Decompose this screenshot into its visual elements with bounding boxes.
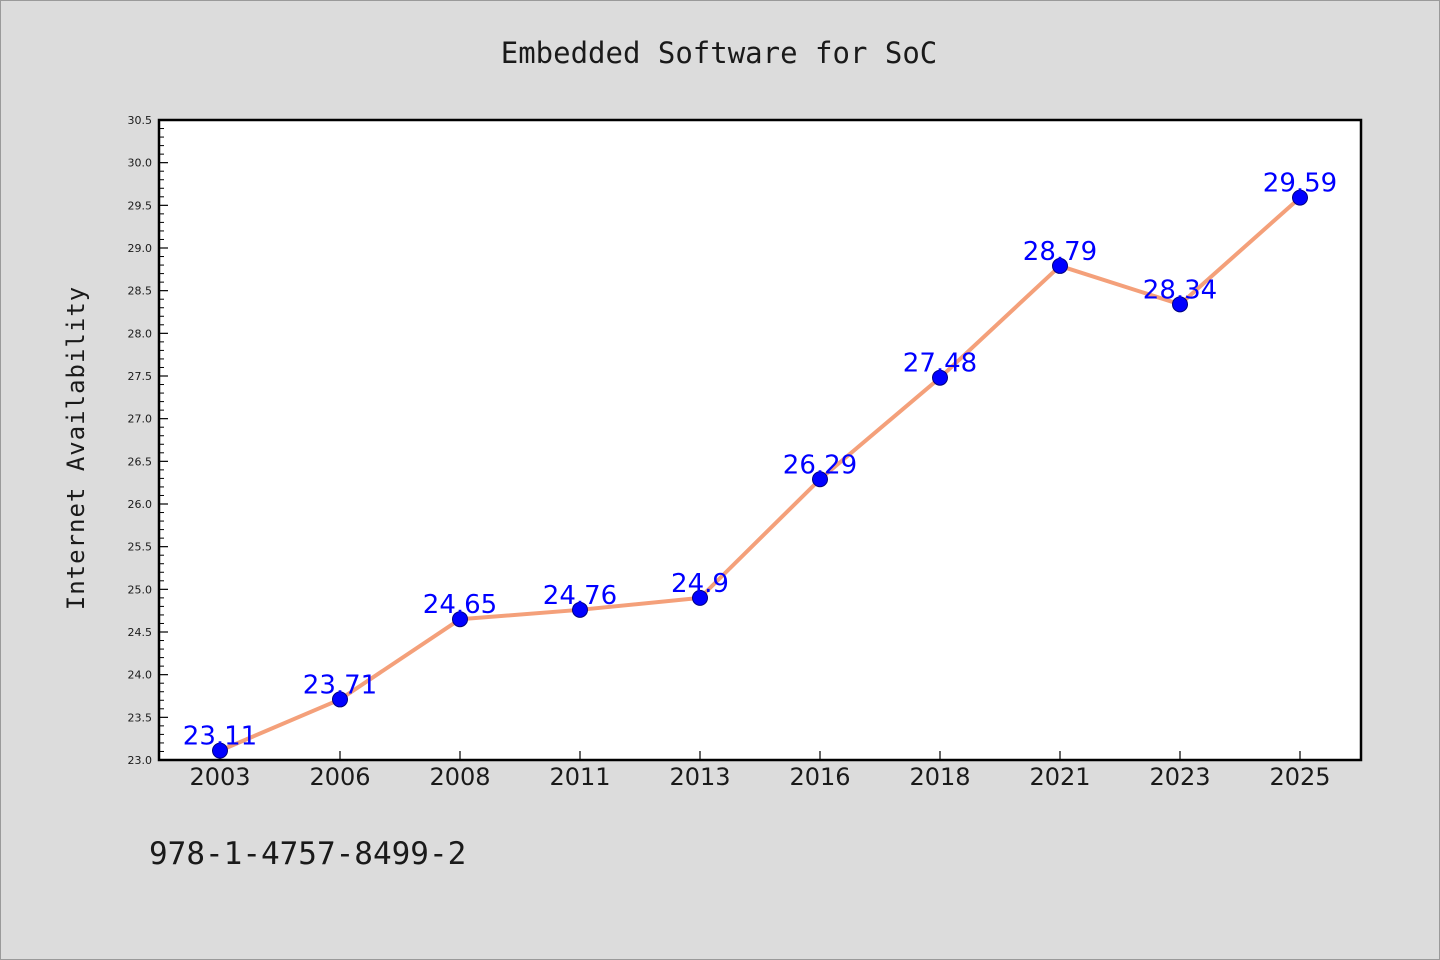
y-tick-label: 27.0 bbox=[128, 413, 153, 426]
plot-area bbox=[157, 118, 1363, 762]
data-label: 27.48 bbox=[903, 349, 977, 379]
data-point bbox=[452, 611, 468, 628]
data-label: 29.59 bbox=[1263, 169, 1337, 199]
data-point bbox=[1052, 257, 1068, 274]
chart-title: Embedded Software for SoC bbox=[501, 36, 938, 70]
data-point bbox=[692, 589, 708, 606]
y-tick-label: 29.0 bbox=[128, 242, 153, 255]
footer-code: 978-1-4757-8499-2 bbox=[149, 836, 466, 872]
x-tick-label: 2008 bbox=[429, 763, 490, 791]
data-label: 23.71 bbox=[303, 670, 377, 700]
data-labels: 23.11 23.71 24.65 24.76 24.9 26.29 27.48 28.79 2… bbox=[183, 169, 1337, 752]
data-label: 24.65 bbox=[423, 590, 497, 620]
x-tick-label: 2003 bbox=[189, 763, 250, 791]
data-point bbox=[812, 471, 828, 488]
y-tick-label: 26.0 bbox=[128, 498, 153, 511]
y-tick-label: 24.0 bbox=[128, 669, 153, 682]
y-tick-label: 25.0 bbox=[128, 583, 153, 596]
y-tick-label: 23.5 bbox=[128, 711, 153, 724]
data-label: 24.9 bbox=[671, 569, 729, 599]
y-tick-label: 26.5 bbox=[128, 455, 153, 468]
x-tick-label: 2011 bbox=[549, 763, 610, 791]
y-tick-label: 28.0 bbox=[128, 327, 153, 340]
x-tick-label: 2021 bbox=[1029, 763, 1090, 791]
data-point bbox=[1172, 296, 1188, 313]
data-label: 24.76 bbox=[543, 581, 617, 611]
x-tick-label: 2013 bbox=[669, 763, 730, 791]
x-tick-label: 2006 bbox=[309, 763, 370, 791]
x-axis-ticks: 2003 2006 2008 2011 2013 2016 2018 2021 2023 2025 bbox=[189, 751, 1331, 791]
data-point bbox=[332, 691, 348, 708]
data-point bbox=[1292, 189, 1308, 206]
data-label: 28.79 bbox=[1023, 237, 1097, 267]
data-point bbox=[932, 369, 948, 386]
x-tick-label: 2023 bbox=[1149, 763, 1210, 791]
y-tick-label: 28.5 bbox=[128, 285, 153, 298]
data-label: 28.34 bbox=[1143, 275, 1217, 305]
y-tick-label: 24.5 bbox=[128, 626, 153, 639]
x-tick-label: 2016 bbox=[789, 763, 850, 791]
x-tick-label: 2018 bbox=[909, 763, 970, 791]
y-axis-ticks: 23.0 23.5 24.0 24.5 25.0 25.5 26.0 26.5 27.0 27.5… bbox=[128, 114, 168, 767]
y-tick-label: 30.0 bbox=[128, 157, 153, 170]
series-markers bbox=[212, 189, 1308, 759]
data-label: 23.11 bbox=[183, 722, 257, 752]
y-tick-label: 30.5 bbox=[128, 114, 153, 127]
y-tick-label: 23.0 bbox=[128, 754, 153, 767]
data-point bbox=[572, 601, 588, 618]
y-tick-label: 27.5 bbox=[128, 370, 153, 383]
data-label: 26.29 bbox=[783, 450, 857, 480]
data-point bbox=[212, 742, 228, 759]
y-axis-label: Internet Availability bbox=[62, 286, 90, 610]
series-line bbox=[218, 195, 1302, 753]
y-tick-label: 29.5 bbox=[128, 199, 153, 212]
x-tick-label: 2025 bbox=[1269, 763, 1330, 791]
y-tick-label: 25.5 bbox=[128, 541, 153, 554]
